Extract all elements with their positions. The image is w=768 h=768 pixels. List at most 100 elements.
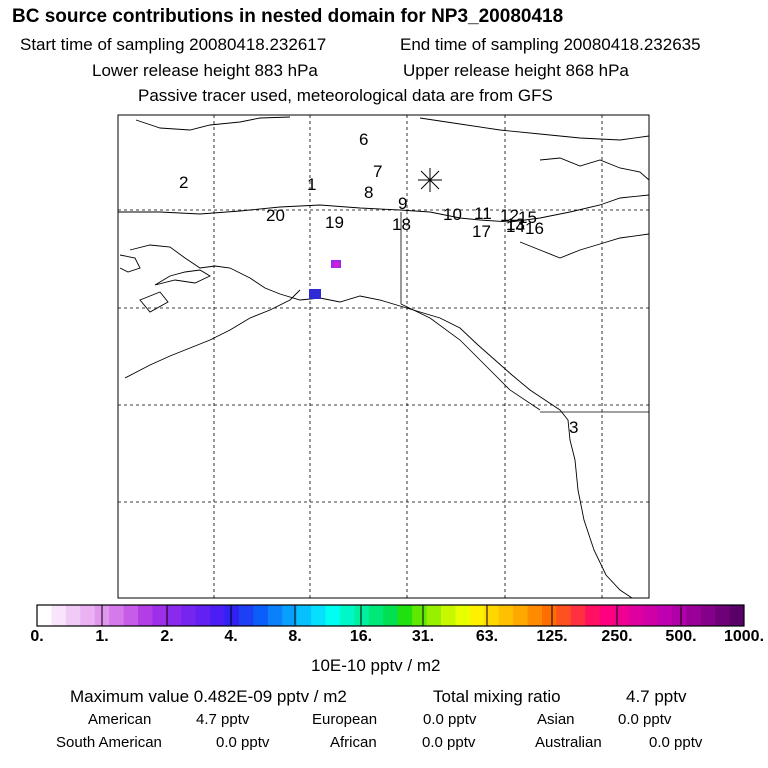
colorbar-cell bbox=[614, 605, 629, 626]
graticule bbox=[118, 115, 649, 598]
colorbar-cell bbox=[542, 605, 557, 626]
colorbar-frame bbox=[36, 604, 745, 627]
colorbar-cell bbox=[513, 605, 528, 626]
colorbar-cell bbox=[152, 605, 168, 626]
colorbar-unit: 10E-10 pptv / m2 bbox=[311, 656, 441, 675]
colorbar-cell bbox=[426, 605, 442, 626]
region-value: 0.0 pptv bbox=[216, 734, 270, 751]
max-value: Maximum value 0.482E-09 pptv / m2 bbox=[70, 687, 347, 706]
colorbar-cell bbox=[527, 605, 543, 626]
trajectory-label: 13 bbox=[506, 215, 525, 234]
region-value: 0.0 pptv bbox=[649, 734, 703, 751]
colorbar-tick-label: 63. bbox=[475, 628, 499, 645]
colorbar-cell bbox=[383, 605, 399, 626]
colorbar-cell bbox=[585, 605, 601, 626]
colorbar-tick-label: 1000. bbox=[723, 628, 765, 645]
upper-release-height: Upper release height 868 hPa bbox=[403, 61, 629, 80]
colorbar-cell bbox=[729, 605, 745, 626]
colorbar-cell bbox=[80, 605, 96, 626]
colorbar-cell bbox=[686, 605, 702, 626]
trajectory-label: 1 bbox=[307, 175, 316, 194]
colorbar-cell bbox=[311, 605, 326, 626]
colorbar-cell bbox=[267, 605, 283, 626]
region-name: South American bbox=[56, 734, 162, 751]
colorbar-cell bbox=[700, 605, 716, 626]
colorbar-tick-label: 125. bbox=[536, 628, 568, 645]
trajectory-label: 3 bbox=[569, 418, 578, 437]
region-value: 4.7 pptv bbox=[196, 711, 250, 728]
colorbar-cell bbox=[166, 605, 182, 626]
trajectory-label: 20 bbox=[266, 206, 285, 225]
colorbar-cell bbox=[296, 605, 312, 626]
release-site-star bbox=[418, 168, 442, 192]
trajectory-label: 15 bbox=[518, 208, 537, 227]
colorbar-cell bbox=[570, 605, 586, 626]
trajectory-label: 7 bbox=[373, 162, 382, 181]
colorbar-cell bbox=[181, 605, 197, 626]
colorbar-cell bbox=[138, 605, 153, 626]
region-value: 0.0 pptv bbox=[423, 711, 477, 728]
colorbar-cell bbox=[65, 605, 81, 626]
colorbar-cell bbox=[469, 605, 485, 626]
trajectory-label: 11 bbox=[474, 204, 492, 223]
colorbar-tick-label: 8. bbox=[288, 628, 302, 645]
colorbar-cell bbox=[628, 605, 644, 626]
trajectory-label: 12 bbox=[500, 206, 519, 225]
trajectory-label: 18 bbox=[392, 215, 411, 234]
colorbar-cell bbox=[441, 605, 456, 626]
colorbar-tick-label: 0. bbox=[30, 628, 44, 645]
region-value: 0.0 pptv bbox=[422, 734, 476, 751]
lower-release-height: Lower release height 883 hPa bbox=[92, 61, 318, 80]
trajectory-label: 16 bbox=[525, 219, 544, 238]
colorbar-cell bbox=[368, 605, 384, 626]
total-mixing-label: Total mixing ratio bbox=[433, 687, 561, 706]
trajectory-label: 2 bbox=[179, 173, 188, 192]
colorbar-tick-label: 500. bbox=[665, 628, 697, 645]
colorbar-cell bbox=[397, 605, 413, 626]
colorbar-cell bbox=[195, 605, 211, 626]
colorbar-tick-label: 31. bbox=[411, 628, 435, 645]
colorbar-cell bbox=[109, 605, 124, 626]
colorbar-cell bbox=[599, 605, 615, 626]
end-time: End time of sampling 20080418.232635 bbox=[400, 35, 701, 54]
colorbar-tick-label: 16. bbox=[349, 628, 373, 645]
colorbar-cell bbox=[224, 605, 240, 626]
colorbar-cell bbox=[671, 605, 687, 626]
total-mixing-value: 4.7 pptv bbox=[626, 687, 687, 706]
colorbar-cell bbox=[51, 605, 67, 626]
colorbar-cell bbox=[253, 605, 269, 626]
colorbar-cell bbox=[354, 605, 370, 626]
region-name: European bbox=[312, 711, 378, 728]
region-name: American bbox=[88, 711, 152, 728]
colorbar-cell bbox=[498, 605, 514, 626]
colorbar-cell bbox=[325, 605, 341, 626]
map-title: BC source contributions in nested domain… bbox=[12, 6, 564, 27]
colorbar-tick-label: 2. bbox=[160, 628, 174, 645]
map-frame bbox=[117, 114, 650, 599]
source-pixel bbox=[334, 262, 339, 267]
trajectory-labels: 1 2 3 6 7 8 9 10 11 12 13 14 15 16 17 18… bbox=[179, 130, 578, 437]
colorbar-cell bbox=[715, 605, 730, 626]
source-pixel bbox=[309, 289, 321, 299]
colorbar-cell bbox=[484, 605, 500, 626]
coastlines bbox=[118, 116, 650, 599]
region-name: African bbox=[330, 734, 377, 751]
trajectory-label: 19 bbox=[325, 213, 344, 232]
region-value: 0.0 pptv bbox=[618, 711, 672, 728]
borders bbox=[400, 212, 649, 413]
colorbar-cell bbox=[556, 605, 572, 626]
trajectory-label: 10 bbox=[443, 205, 462, 224]
colorbar-cell bbox=[340, 605, 355, 626]
start-time: Start time of sampling 20080418.232617 bbox=[20, 35, 327, 54]
colorbar-tick-label: 250. bbox=[601, 628, 633, 645]
colorbar-cell bbox=[657, 605, 673, 626]
colorbar-tick-label: 4. bbox=[224, 628, 238, 645]
trajectory-label: 8 bbox=[364, 183, 373, 202]
colorbar-cell bbox=[239, 605, 254, 626]
colorbar-cell bbox=[282, 605, 298, 626]
trajectory-label: 14 bbox=[506, 217, 525, 236]
colorbar-cells bbox=[37, 605, 745, 626]
colorbar-tick-label: 1. bbox=[95, 628, 109, 645]
